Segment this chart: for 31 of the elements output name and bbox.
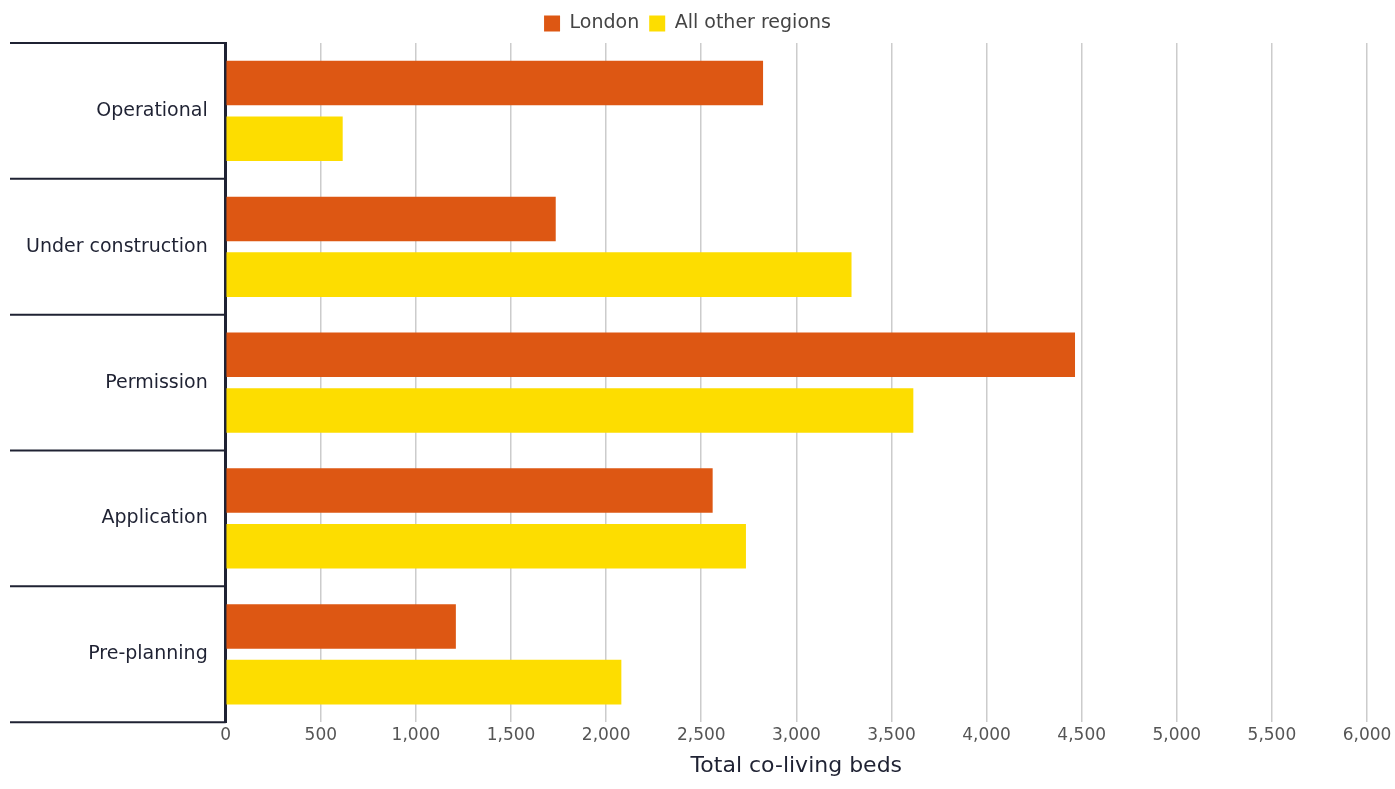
x-tick-label: 1,500 bbox=[486, 723, 536, 744]
bar bbox=[226, 252, 852, 297]
x-tick-label: 4,500 bbox=[1057, 723, 1107, 744]
bar bbox=[226, 388, 914, 433]
x-tick-label: 3,500 bbox=[867, 723, 916, 744]
y-tick-label: Permission bbox=[105, 369, 208, 392]
bar bbox=[226, 604, 456, 649]
bar bbox=[226, 196, 556, 242]
x-tick-label: 3,000 bbox=[772, 723, 821, 744]
y-tick-label: Application bbox=[101, 505, 208, 528]
x-tick-label: 5,500 bbox=[1247, 723, 1297, 744]
bar bbox=[226, 468, 713, 513]
x-tick-label: 2,000 bbox=[581, 723, 631, 744]
legend-label: London bbox=[569, 10, 640, 33]
x-tick-label: 4,000 bbox=[962, 723, 1011, 744]
x-tick-label: 5,000 bbox=[1152, 723, 1202, 744]
bar bbox=[226, 332, 1076, 378]
y-tick-label: Pre-planning bbox=[88, 641, 208, 664]
bar bbox=[226, 659, 622, 705]
x-axis-title: Total co-living beds bbox=[689, 751, 903, 777]
x-tick-label: 6,000 bbox=[1342, 723, 1392, 744]
legend-label: All other regions bbox=[674, 10, 831, 33]
y-tick-label: Operational bbox=[96, 97, 208, 120]
x-tick-label: 2,500 bbox=[676, 723, 726, 744]
x-tick-label: 0 bbox=[220, 723, 232, 744]
x-tick-label: 1,000 bbox=[391, 723, 441, 744]
bar bbox=[226, 60, 764, 106]
x-tick-label: 500 bbox=[304, 723, 338, 744]
bar bbox=[226, 524, 746, 569]
bar bbox=[226, 116, 343, 162]
y-tick-label: Under construction bbox=[25, 233, 208, 256]
